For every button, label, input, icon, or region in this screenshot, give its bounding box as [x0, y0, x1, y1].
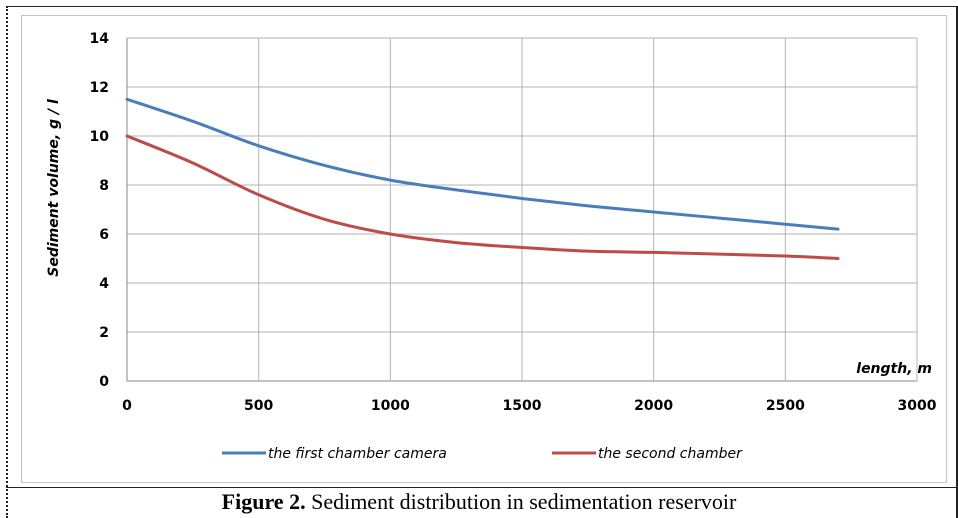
y-tick-labels: 0 2 4 6 8 10 12 14 [90, 31, 110, 390]
legend-label: the first chamber camera [268, 446, 447, 462]
chart-grid [126, 37, 918, 382]
y-tick-label: 4 [99, 276, 109, 292]
y-tick-label: 14 [90, 31, 110, 47]
y-axis-label: Sediment volume, g / l [46, 99, 62, 277]
x-tick-label: 2500 [766, 398, 805, 414]
series-lines [125, 97, 840, 260]
legend-label: the second chamber [598, 446, 743, 462]
figure-caption-text: Sediment distribution in sedimentation r… [305, 489, 737, 514]
x-axis-label: length, m [856, 361, 932, 377]
chart-area: 0 500 1000 1500 2000 2500 3000 0 2 4 6 8 10 12 14 Sed… [21, 15, 947, 483]
frame-top-border [6, 6, 958, 7]
frame-left-border [6, 6, 8, 518]
x-tick-label: 1000 [371, 398, 410, 414]
series-line-the-second-chamber [125, 134, 840, 260]
chart-legend: the first chamber camera the second chamb… [222, 446, 743, 462]
y-tick-label: 8 [99, 178, 109, 194]
figure-caption: Figure 2. Sediment distribution in sedim… [0, 489, 958, 515]
x-tick-labels: 0 500 1000 1500 2000 2500 3000 [122, 398, 937, 414]
x-tick-label: 3000 [898, 398, 937, 414]
x-tick-label: 0 [122, 398, 132, 414]
y-tick-label: 10 [90, 129, 110, 145]
figure-caption-label: Figure 2. [221, 489, 306, 514]
frame-right-border [956, 6, 958, 518]
x-tick-label: 2000 [634, 398, 673, 414]
frame-separator [6, 487, 958, 488]
y-tick-label: 2 [99, 325, 109, 341]
series-line-the-first-chamber-camera [125, 97, 840, 231]
line-chart: 0 500 1000 1500 2000 2500 3000 0 2 4 6 8 10 12 14 Sed… [46, 31, 937, 462]
y-tick-label: 0 [99, 374, 109, 390]
y-tick-label: 6 [99, 227, 109, 243]
x-tick-label: 1500 [503, 398, 542, 414]
y-tick-label: 12 [90, 80, 109, 96]
x-tick-label: 500 [244, 398, 273, 414]
